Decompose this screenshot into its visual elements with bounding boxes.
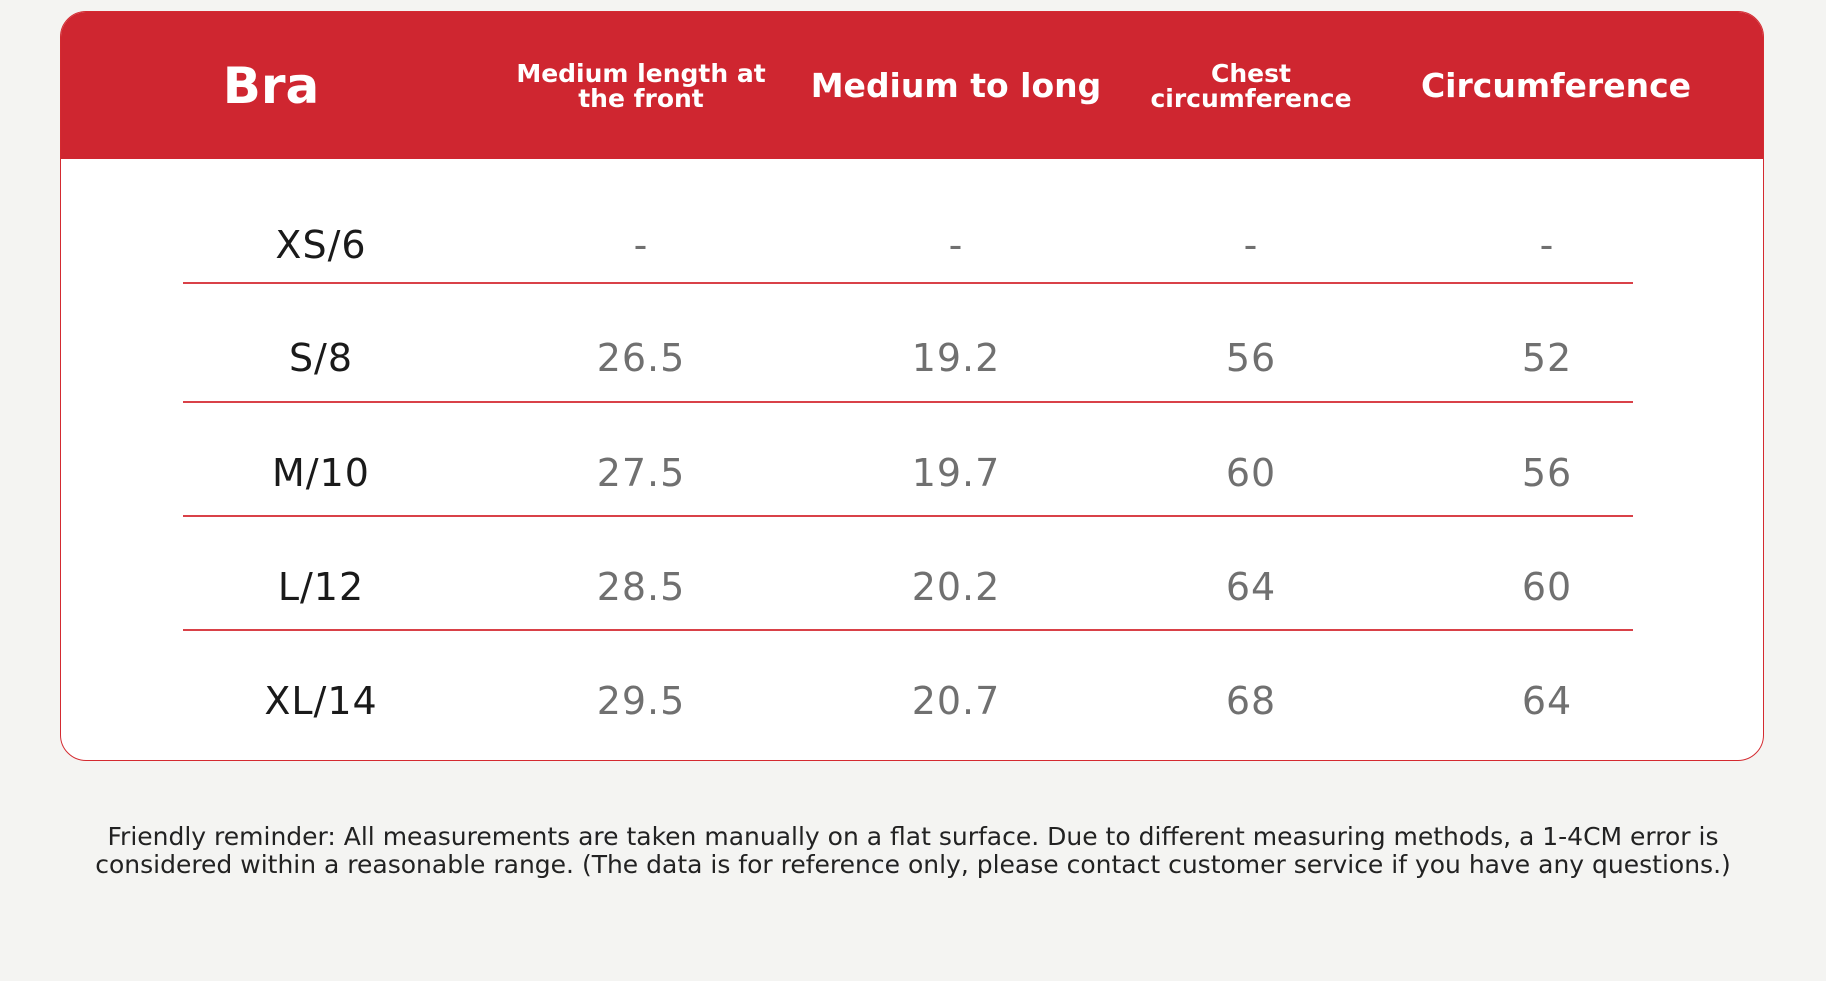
value-circumference: 60: [1521, 565, 1573, 609]
value-medium-to-long: 20.7: [911, 679, 1001, 723]
column-header-chest-circumference: Chest circumference: [1150, 58, 1352, 113]
value-circumference: 52: [1521, 336, 1573, 380]
value-medium-to-long: 19.2: [911, 336, 1001, 380]
value-front-length: 27.5: [596, 451, 686, 495]
value-chest-circumference: 60: [1225, 451, 1277, 495]
table-row: S/8 26.5 19.2 56 52: [61, 301, 1763, 415]
size-label: XL/14: [264, 679, 378, 723]
note-line-2: considered within a reasonable range. (T…: [95, 850, 1731, 879]
row-divider: [183, 515, 1633, 517]
value-chest-circumference: 64: [1225, 565, 1277, 609]
row-divider: [183, 629, 1633, 631]
value-circumference: -: [1539, 223, 1555, 267]
table-row: M/10 27.5 19.7 60 56: [61, 416, 1763, 530]
value-circumference: 64: [1521, 679, 1573, 723]
table-row: L/12 28.5 20.2 64 60: [61, 530, 1763, 644]
value-circumference: 56: [1521, 451, 1573, 495]
note-line-1: Friendly reminder: All measurements are …: [107, 822, 1719, 851]
table-row: XL/14 29.5 20.7 68 64: [61, 644, 1763, 758]
value-medium-to-long: -: [948, 223, 964, 267]
value-front-length: 28.5: [596, 565, 686, 609]
value-chest-circumference: -: [1243, 223, 1259, 267]
value-medium-to-long: 19.7: [911, 451, 1001, 495]
size-label: M/10: [272, 451, 370, 495]
value-front-length: 26.5: [596, 336, 686, 380]
size-label: L/12: [277, 565, 365, 609]
value-front-length: -: [633, 223, 649, 267]
measurement-note: Friendly reminder: All measurements are …: [30, 823, 1796, 879]
row-divider: [183, 282, 1633, 284]
row-divider: [183, 401, 1633, 403]
size-label: XS/6: [275, 223, 367, 267]
value-front-length: 29.5: [596, 679, 686, 723]
size-chart-card: Bra Medium length at the front Medium to…: [60, 11, 1764, 761]
column-header-medium-to-long: Medium to long: [810, 66, 1102, 105]
size-label: S/8: [288, 336, 354, 380]
value-chest-circumference: 56: [1225, 336, 1277, 380]
table-title: Bra: [222, 56, 320, 115]
table-header: Bra Medium length at the front Medium to…: [61, 12, 1763, 159]
column-header-circumference: Circumference: [1420, 66, 1692, 105]
value-chest-circumference: 68: [1225, 679, 1277, 723]
column-header-front-length: Medium length at the front: [516, 58, 766, 113]
value-medium-to-long: 20.2: [911, 565, 1001, 609]
table-row: XS/6 - - - -: [61, 188, 1763, 302]
